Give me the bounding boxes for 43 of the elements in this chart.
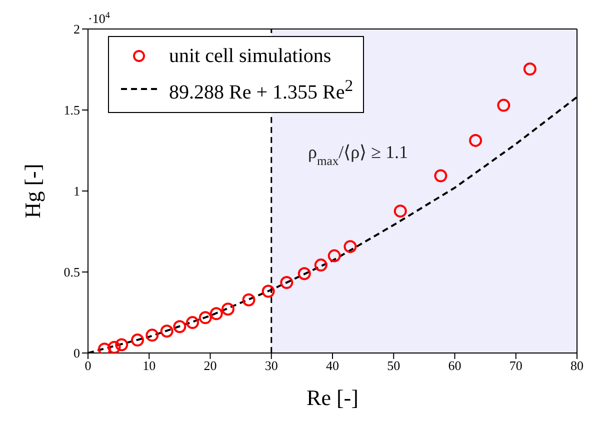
text: ·10$^{4}$ xyxy=(88,10,110,26)
point xyxy=(344,240,357,254)
point xyxy=(146,328,159,342)
x-tick-label: 40 xyxy=(326,358,339,374)
point xyxy=(173,320,186,334)
x-tick-label: 20 xyxy=(204,358,217,374)
point xyxy=(198,311,212,324)
x-tick-label: 10 xyxy=(142,358,156,374)
point xyxy=(160,324,174,338)
y-tick-label: 2 xyxy=(74,22,80,37)
point xyxy=(394,204,407,218)
point xyxy=(221,302,234,316)
point xyxy=(328,249,341,262)
x-tick-label: 70 xyxy=(509,358,522,374)
point xyxy=(434,169,448,182)
legend-label: unit cell simulations xyxy=(169,44,332,69)
point xyxy=(469,134,482,147)
point xyxy=(523,62,536,76)
point xyxy=(262,284,275,298)
point xyxy=(186,316,200,330)
point xyxy=(98,342,112,353)
point xyxy=(115,338,128,352)
point xyxy=(298,267,311,280)
point xyxy=(131,334,144,347)
point xyxy=(497,98,510,112)
x-tick-label: 80 xyxy=(570,358,584,374)
x-tick-label: 30 xyxy=(264,358,278,374)
x-tick-label: 0 xyxy=(84,358,92,374)
annotation: ρ$_{max}$/⟨ρ⟩ ≥ 1.1 xyxy=(308,142,408,168)
point xyxy=(314,258,328,272)
y-axis-title: Hg [-] xyxy=(20,164,45,218)
x-tick-label: 60 xyxy=(448,358,462,374)
legend-label: 89.288 Re + 1.355 Re$^{2}$ xyxy=(169,75,354,106)
point xyxy=(242,293,256,306)
y-tick-label: 1 xyxy=(74,184,80,199)
x-tick-label: 50 xyxy=(387,358,400,374)
point xyxy=(280,276,294,290)
x-axis-title: Re [-] xyxy=(306,385,358,410)
point xyxy=(210,307,223,320)
y-tick-label: 0.5 xyxy=(64,264,80,280)
point xyxy=(108,340,121,353)
y-tick-label: 0 xyxy=(74,346,80,361)
y-tick-label: 1.5 xyxy=(64,102,80,118)
